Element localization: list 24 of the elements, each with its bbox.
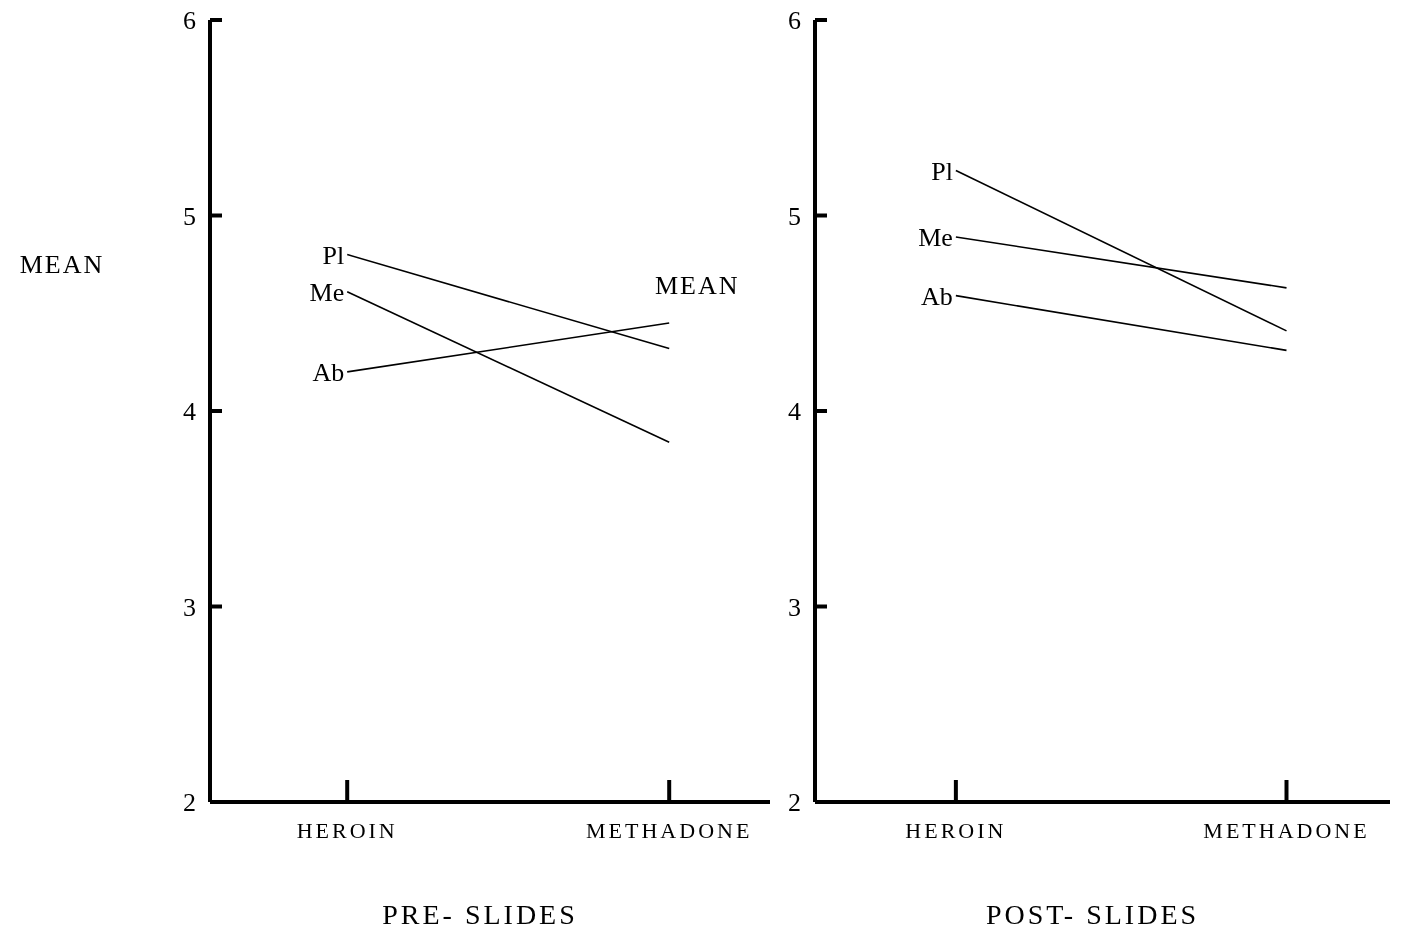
y-tick-label: 5 bbox=[183, 201, 196, 231]
series-label: Pl bbox=[322, 240, 345, 270]
series-label: Me bbox=[918, 223, 953, 253]
series-label: Me bbox=[309, 277, 345, 307]
y-axis-title: MEAN bbox=[19, 250, 105, 280]
x-tick-label: METHADONE bbox=[1203, 818, 1370, 843]
series-label: Ab bbox=[312, 358, 345, 387]
x-tick-label: METHADONE bbox=[586, 818, 753, 843]
y-tick-label: 6 bbox=[183, 6, 196, 36]
y-tick-label: 2 bbox=[788, 788, 801, 818]
x-tick-label: HEROIN bbox=[905, 818, 1007, 843]
x-axis-title: POST- SLIDES bbox=[985, 899, 1200, 930]
x-axis-title: PRE- SLIDES bbox=[382, 899, 578, 930]
y-tick-label: 3 bbox=[788, 592, 801, 622]
x-tick-label: HEROIN bbox=[296, 818, 398, 843]
y-tick-label: 4 bbox=[183, 397, 196, 427]
annotation: MEAN bbox=[654, 270, 740, 300]
y-tick-label: 2 bbox=[183, 788, 196, 818]
series-label: Pl bbox=[931, 156, 953, 186]
y-tick-label: 3 bbox=[183, 592, 196, 622]
y-tick-label: 6 bbox=[788, 6, 801, 36]
series-label: Ab bbox=[921, 281, 953, 311]
y-tick-label: 4 bbox=[788, 397, 801, 427]
y-tick-label: 5 bbox=[788, 201, 801, 231]
